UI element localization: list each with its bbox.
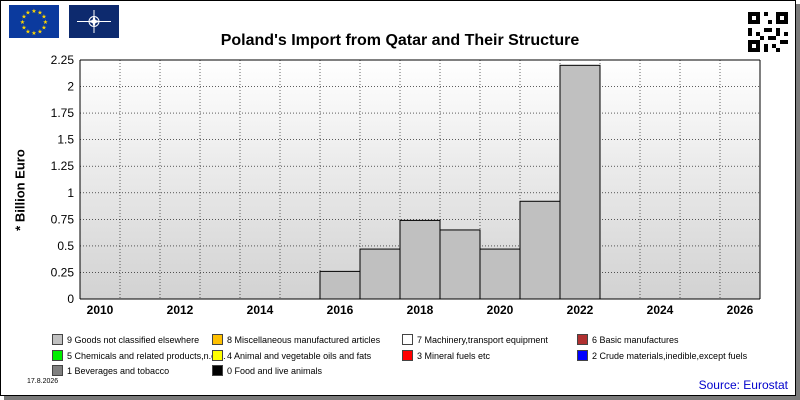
bar-2021 xyxy=(519,200,561,300)
x-tick-label: 2022 xyxy=(567,303,594,317)
legend-swatch xyxy=(212,334,223,345)
legend-item: 4 Animal and vegetable oils and fats xyxy=(212,349,371,362)
y-tick-label: 0.5 xyxy=(57,239,74,253)
legend-swatch xyxy=(402,350,413,361)
x-tick-label: 2026 xyxy=(727,303,754,317)
legend-item: 8 Miscellaneous manufactured articles xyxy=(212,333,380,346)
legend-swatch xyxy=(52,350,63,361)
legend-item: 3 Mineral fuels etc xyxy=(402,349,490,362)
svg-text:★: ★ xyxy=(43,19,48,26)
legend-item: 0 Food and live animals xyxy=(212,364,322,377)
y-tick-label: 2.25 xyxy=(51,53,75,67)
legend-item: 6 Basic manufactures xyxy=(577,333,679,346)
eu-flag-icon: ★ ★ ★ ★ ★ ★ ★ ★ ★ ★ ★ ★ xyxy=(9,5,59,38)
legend-label: 5 Chemicals and related products,n.e.s. xyxy=(67,350,226,361)
svg-text:★: ★ xyxy=(31,8,36,15)
y-tick-label: 1.75 xyxy=(51,106,75,120)
legend-label: 4 Animal and vegetable oils and fats xyxy=(227,350,372,361)
bar-2019 xyxy=(439,229,481,300)
svg-text:★: ★ xyxy=(41,25,46,32)
legend-label: 2 Crude materials,inedible,except fuels xyxy=(592,350,748,361)
legend-swatch xyxy=(577,350,588,361)
y-tick-label: 0.75 xyxy=(51,212,75,226)
legend-swatch xyxy=(212,350,223,361)
bar-2020 xyxy=(479,248,521,300)
legend-item: 9 Goods not classified elsewhere xyxy=(52,333,199,346)
legend-swatch xyxy=(402,334,413,345)
svg-text:★: ★ xyxy=(25,10,30,17)
x-tick-label: 2014 xyxy=(247,303,274,317)
x-tick-label: 2012 xyxy=(167,303,194,317)
nato-flag-icon xyxy=(69,5,119,38)
y-tick-label: 0 xyxy=(67,292,74,306)
chart-title: Poland's Import from Qatar and Their Str… xyxy=(220,32,580,49)
x-tick-label: 2024 xyxy=(647,303,674,317)
legend-item: 5 Chemicals and related products,n.e.s. xyxy=(52,349,226,362)
y-tick-label: 0.25 xyxy=(51,265,75,279)
svg-text:★: ★ xyxy=(20,19,25,26)
y-tick-label: 1.25 xyxy=(51,159,75,173)
legend-swatch xyxy=(52,334,63,345)
svg-text:★: ★ xyxy=(21,14,26,21)
x-tick-label: 2020 xyxy=(487,303,514,317)
svg-text:★: ★ xyxy=(37,29,42,36)
x-tick-label: 2018 xyxy=(407,303,434,317)
svg-text:★: ★ xyxy=(21,25,26,32)
legend-swatch xyxy=(52,365,63,376)
legend-item: 2 Crude materials,inedible,except fuels xyxy=(577,349,747,362)
bar-2018 xyxy=(399,219,441,300)
bar-2016 xyxy=(319,270,361,300)
y-tick-label: 1.5 xyxy=(57,133,74,147)
x-tick-label: 2016 xyxy=(327,303,354,317)
legend-swatch xyxy=(577,334,588,345)
svg-text:★: ★ xyxy=(41,14,46,21)
y-tick-label: 1 xyxy=(67,186,74,200)
bar-2017 xyxy=(359,248,401,300)
x-tick-label: 2010 xyxy=(87,303,114,317)
legend-swatch xyxy=(212,365,223,376)
legend-label: 9 Goods not classified elsewhere xyxy=(67,334,200,345)
source-label[interactable]: Source: Eurostat xyxy=(698,378,788,392)
legend-label: 7 Machinery,transport equipment xyxy=(417,334,548,345)
legend-label: 8 Miscellaneous manufactured articles xyxy=(227,334,381,345)
y-tick-label: 2 xyxy=(67,80,74,94)
legend-item: 7 Machinery,transport equipment xyxy=(402,333,548,346)
legend: 9 Goods not classified elsewhere 8 Miscel… xyxy=(52,333,752,377)
svg-text:★: ★ xyxy=(31,30,36,37)
bar-2022 xyxy=(559,64,601,300)
legend-label: 6 Basic manufactures xyxy=(592,334,679,345)
legend-label: 1 Beverages and tobacco xyxy=(67,365,170,376)
svg-text:★: ★ xyxy=(25,29,30,36)
svg-text:★: ★ xyxy=(37,10,42,17)
date-label: 17.8.2026 xyxy=(27,378,59,385)
qr-code-icon xyxy=(748,12,788,52)
legend-item: 1 Beverages and tobacco xyxy=(52,364,169,377)
legend-label: 3 Mineral fuels etc xyxy=(417,350,491,361)
legend-label: 0 Food and live animals xyxy=(227,365,323,376)
